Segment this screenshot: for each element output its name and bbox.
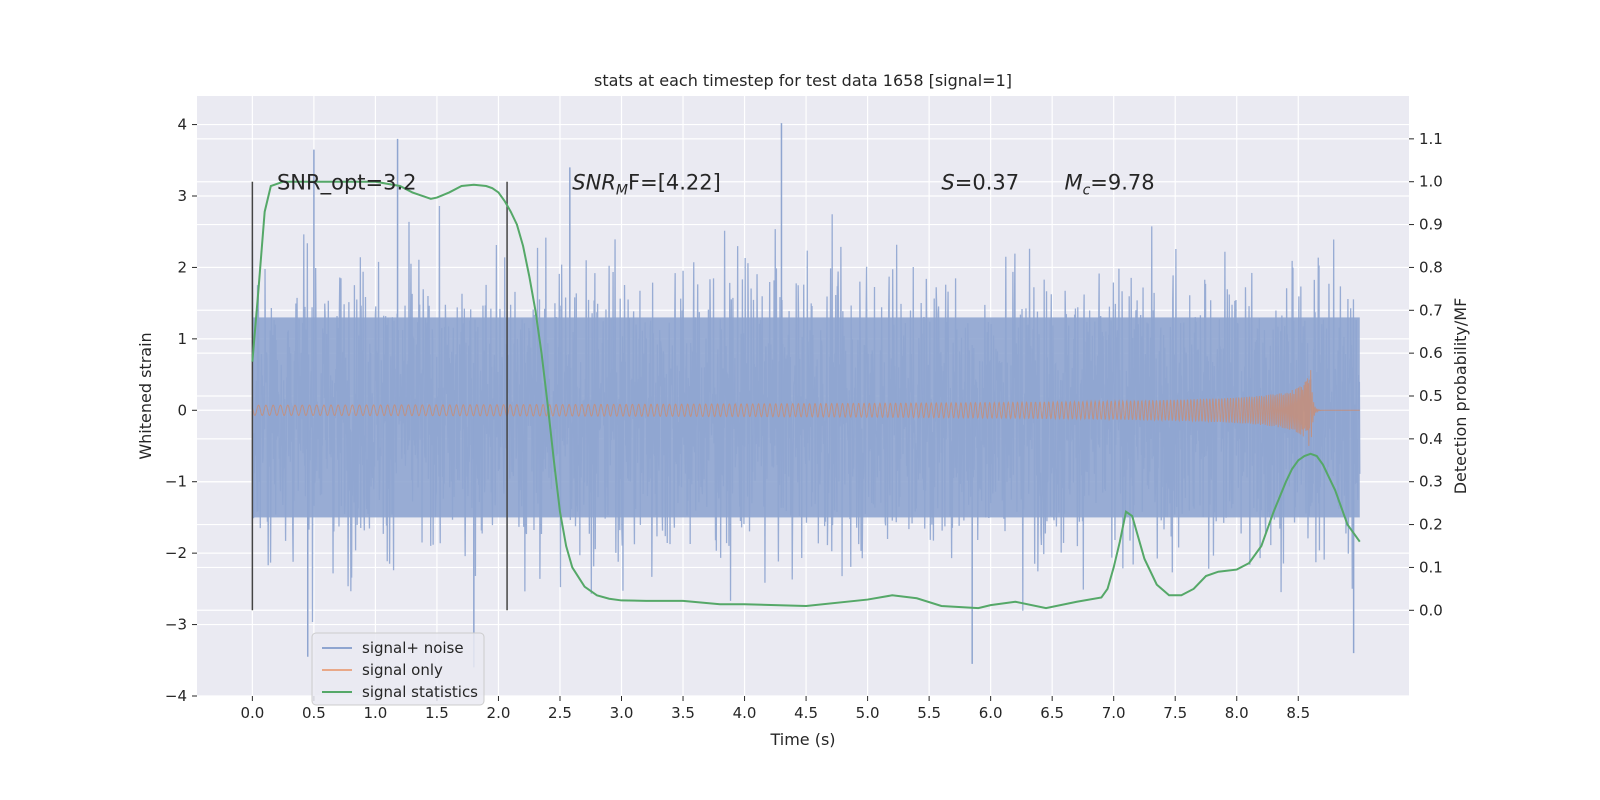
- x-tick-label-14: 7.0: [1102, 704, 1126, 722]
- x-tick-label-11: 5.5: [917, 704, 941, 722]
- y2-tick-label-2: 0.2: [1419, 516, 1443, 534]
- signal-noise-core: [252, 317, 1360, 518]
- x-tick-label-0: 0.0: [240, 704, 264, 722]
- y2-tick-label-10: 1.0: [1419, 173, 1443, 191]
- x-tick-label-4: 2.0: [487, 704, 511, 722]
- y2-tick-label-7: 0.7: [1419, 301, 1443, 319]
- legend: signal+ noise signal only signal statist…: [311, 632, 485, 706]
- annotation-2: S=0.37: [941, 171, 1019, 195]
- annotation-0: SNR_opt=3.2: [277, 171, 417, 196]
- legend-label-signal-statistics: signal statistics: [362, 683, 478, 701]
- y-tick-label-1: −3: [165, 616, 187, 634]
- x-tick-label-6: 3.0: [610, 704, 634, 722]
- y-tick-label-5: 1: [177, 330, 187, 348]
- signal-statistics-line: [251, 180, 1361, 610]
- x-tick-label-8: 4.0: [733, 704, 757, 722]
- x-tick-label-1: 0.5: [302, 704, 326, 722]
- signal-only-line: [251, 370, 1360, 446]
- x-tick-label-5: 2.5: [548, 704, 572, 722]
- y-tick-label-4: 0: [177, 401, 187, 419]
- y2-tick-label-8: 0.8: [1419, 258, 1443, 276]
- y-tick-label-6: 2: [177, 258, 187, 276]
- y-tick-label-3: −1: [165, 473, 187, 491]
- vertical-markers: [251, 181, 508, 611]
- y2-tick-label-0: 0.0: [1419, 601, 1443, 619]
- legend-label-signal-noise: signal+ noise: [362, 639, 464, 657]
- chart-title: stats at each timestep for test data 165…: [594, 71, 1012, 90]
- x-axis-ticks: 0.0 0.5 1.0 1.5 2.0 2.5 3.0 3.5 4.0 4.5 5.0 5.5 6.0 6…: [240, 696, 1310, 722]
- y-tick-label-2: −2: [165, 544, 187, 562]
- y-tick-label-8: 4: [177, 116, 187, 134]
- x-tick-label-16: 8.0: [1225, 704, 1249, 722]
- legend-label-signal-only: signal only: [362, 661, 443, 679]
- y2-tick-label-9: 0.9: [1419, 216, 1443, 234]
- y-tick-label-7: 3: [177, 187, 187, 205]
- y2-tick-label-3: 0.3: [1419, 473, 1443, 491]
- x-tick-label-7: 3.5: [671, 704, 695, 722]
- y2-tick-label-5: 0.5: [1419, 387, 1443, 405]
- x-tick-label-17: 8.5: [1286, 704, 1310, 722]
- y2-axis-ticks: 0.0 0.1 0.2 0.3 0.4 0.5 0.6 0.7 0.8 0.9 1.0 1.1: [1409, 130, 1443, 619]
- y-tick-label-0: −4: [165, 687, 187, 705]
- signal-statistics-series: [251, 180, 1361, 610]
- x-tick-label-9: 4.5: [794, 704, 818, 722]
- x-tick-label-12: 6.0: [979, 704, 1003, 722]
- y2-tick-label-1: 0.1: [1419, 558, 1443, 576]
- x-axis-label: Time (s): [769, 730, 835, 749]
- y2-tick-label-4: 0.4: [1419, 430, 1443, 448]
- y-axis-ticks: −4 −3 −2 −1 0 1 2 3 4: [165, 116, 197, 705]
- x-tick-label-2: 1.0: [363, 704, 387, 722]
- y2-axis-label: Detection probability/MF: [1451, 298, 1470, 495]
- annotations: SNR_opt=3.2 SNRMF=[4.22] S=0.37 Mc=9.78: [277, 171, 1155, 199]
- signal-only-series: [251, 370, 1360, 446]
- legend-box: [311, 632, 485, 706]
- y2-tick-label-6: 0.6: [1419, 344, 1443, 362]
- annotation-1: SNRMF=[4.22]: [572, 171, 721, 199]
- y2-tick-label-11: 1.1: [1419, 130, 1443, 148]
- annotation-3: Mc=9.78: [1064, 171, 1154, 199]
- x-tick-label-15: 7.5: [1163, 704, 1187, 722]
- x-tick-label-10: 5.0: [856, 704, 880, 722]
- x-tick-label-13: 6.5: [1040, 704, 1064, 722]
- y-axis-label: Whitened strain: [136, 332, 155, 459]
- x-tick-label-3: 1.5: [425, 704, 449, 722]
